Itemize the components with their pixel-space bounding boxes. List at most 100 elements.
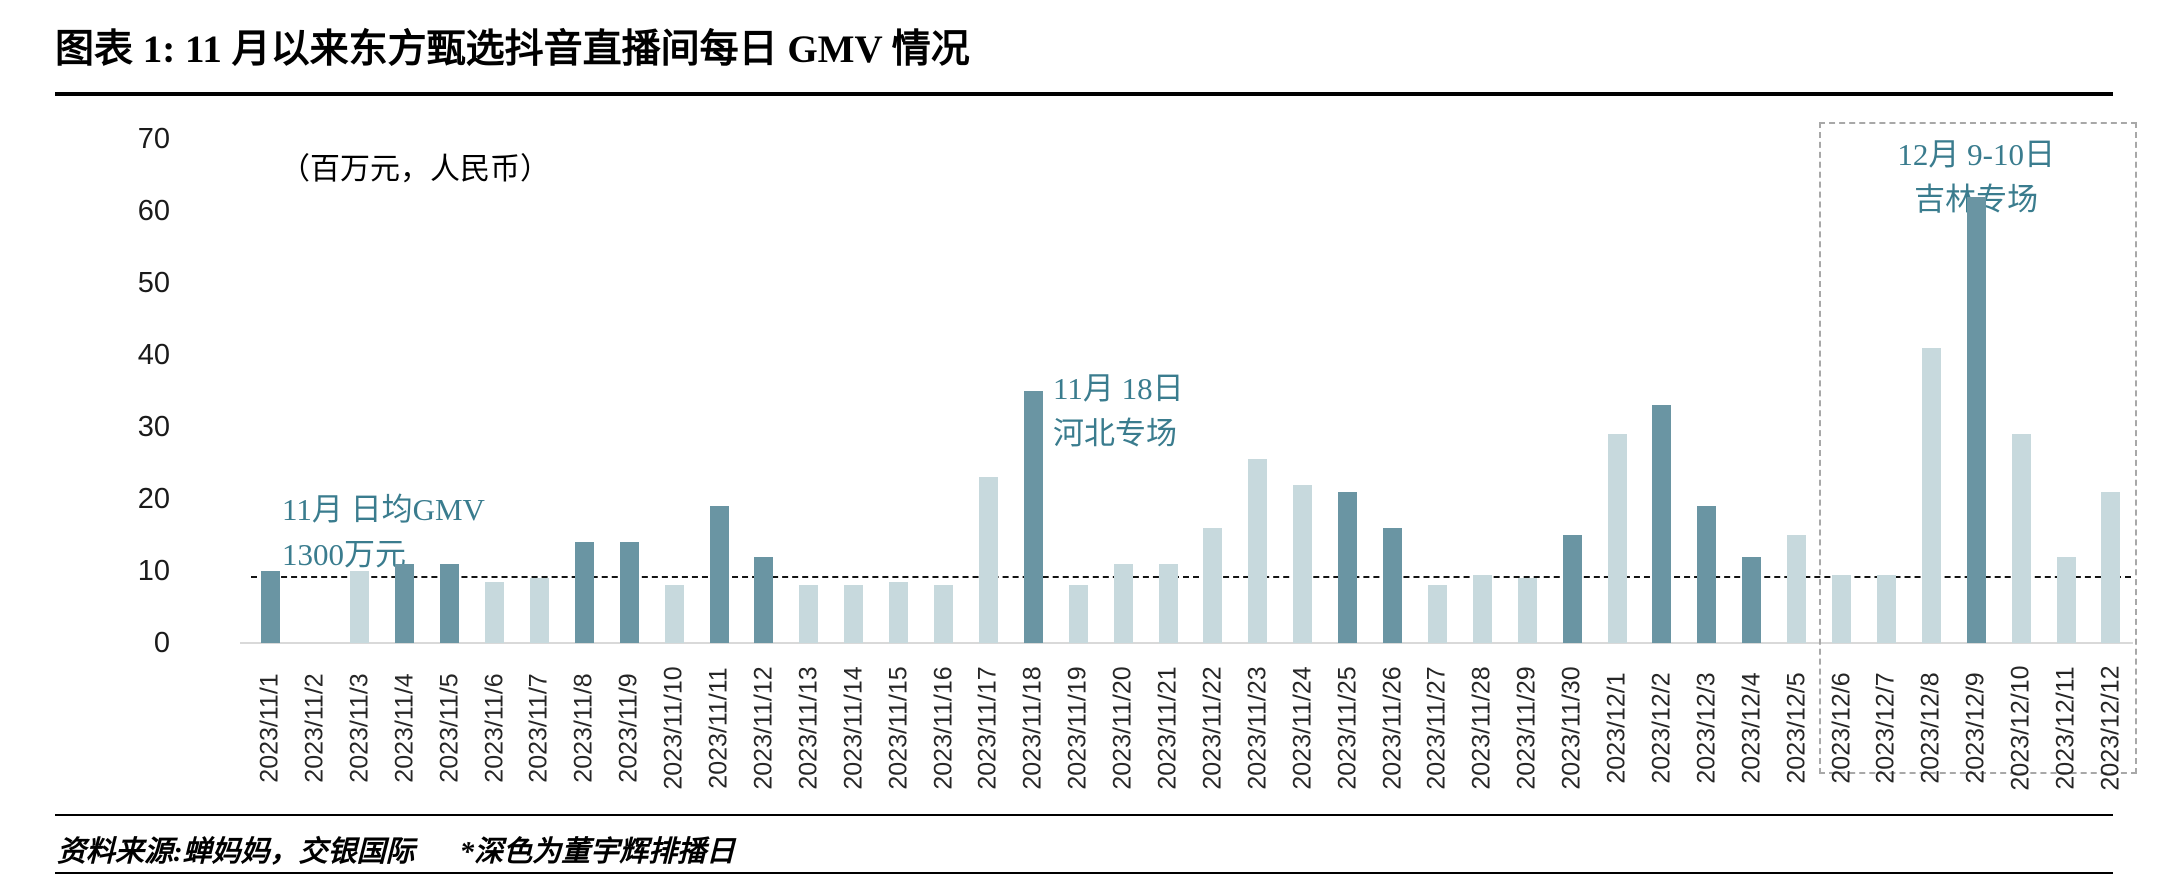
x-axis-label: 2023/12/2 — [1647, 672, 1676, 784]
y-axis-tick: 10 — [137, 555, 170, 587]
annotation-line: 11月 18日 — [1053, 371, 1184, 406]
x-axis-baseline — [240, 642, 2133, 644]
gmv-bar-2023/11/18 — [1023, 391, 1043, 643]
x-axis-label: 2023/11/19 — [1063, 666, 1092, 790]
gmv-bar-2023/11/15 — [889, 581, 909, 643]
gmv-bar-2023/12/9 — [1966, 196, 1986, 643]
dark-bar-note: *深色为董宇辉排播日 — [459, 836, 736, 868]
gmv-bar-2023/11/3 — [350, 571, 370, 643]
source-text: 资料来源:蝉妈妈，交银国际 — [57, 836, 415, 868]
gmv-bar-2023/11/16 — [934, 585, 953, 643]
gmv-bar-2023/11/24 — [1293, 484, 1313, 643]
gmv-bar-2023/11/6 — [485, 581, 504, 643]
gmv-bar-2023/11/14 — [844, 585, 864, 643]
gmv-bar-2023/11/10 — [664, 585, 684, 643]
gmv-bar-2023/11/4 — [395, 563, 415, 643]
gmv-bar-2023/11/5 — [440, 563, 460, 643]
gmv-bar-2023/11/8 — [574, 542, 594, 643]
x-axis-label: 2023/11/24 — [1288, 666, 1317, 790]
gmv-bar-2023/11/21 — [1158, 563, 1178, 643]
x-axis-label: 2023/11/13 — [794, 666, 823, 790]
x-axis-label: 2023/11/16 — [929, 666, 957, 790]
x-axis-label: 2023/11/28 — [1467, 666, 1496, 790]
x-axis-label: 2023/12/4 — [1737, 672, 1766, 784]
gmv-bar-2023/11/11 — [709, 506, 729, 643]
y-axis-tick: 40 — [137, 339, 170, 371]
y-axis-tick: 50 — [137, 267, 170, 299]
gmv-bar-2023/11/9 — [619, 542, 639, 643]
annotation-line: 1300万元 — [282, 537, 406, 572]
x-axis-label: 2023/11/12 — [749, 666, 778, 790]
x-axis-label: 2023/11/20 — [1108, 666, 1137, 790]
x-axis-label: 2023/11/1 — [255, 673, 284, 783]
x-axis-label: 2023/12/8 — [1916, 672, 1945, 784]
x-axis-label: 2023/12/3 — [1692, 672, 1721, 784]
gmv-bar-2023/12/7 — [1876, 574, 1896, 643]
annotation-line: 12月 9-10日 — [1897, 137, 2055, 172]
x-axis-label: 2023/12/7 — [1871, 672, 1900, 784]
y-axis-tick: 70 — [137, 123, 170, 155]
y-axis-tick: 0 — [153, 627, 170, 659]
gmv-bar-2023/11/1 — [260, 571, 280, 643]
x-axis-label: 2023/11/10 — [659, 666, 688, 790]
gmv-bar-2023/11/25 — [1338, 491, 1358, 643]
x-axis-label: 2023/11/14 — [839, 666, 868, 790]
x-axis-label: 2023/11/8 — [569, 673, 598, 783]
gmv-bar-2023/11/22 — [1203, 527, 1223, 643]
x-axis-label: 2023/11/2 — [300, 673, 329, 783]
x-axis-label: 2023/12/9 — [1961, 672, 1990, 784]
gmv-bar-2023/12/6 — [1832, 574, 1851, 643]
x-axis-label: 2023/12/1 — [1602, 672, 1631, 784]
gmv-bar-2023/12/1 — [1607, 434, 1627, 643]
x-axis-label: 2023/11/3 — [345, 673, 374, 783]
average-gmv-dashed-line — [251, 576, 2131, 579]
gmv-bar-2023/12/3 — [1697, 506, 1717, 643]
x-axis-label: 2023/12/11 — [2051, 666, 2080, 790]
gmv-bar-2023/11/17 — [978, 477, 998, 643]
x-axis-label: 2023/12/5 — [1782, 672, 1811, 784]
gmv-bar-2023/12/2 — [1652, 405, 1672, 643]
annotation-line: 11月 日均GMV — [282, 492, 485, 527]
gmv-bar-2023/11/27 — [1427, 585, 1447, 643]
x-axis-label: 2023/11/7 — [524, 673, 553, 783]
x-axis-label: 2023/11/27 — [1422, 666, 1451, 790]
gmv-bar-2023/11/26 — [1383, 527, 1402, 643]
x-axis-label: 2023/11/25 — [1333, 666, 1362, 790]
annotation-hebei-special: 11月 18日 河北专场 — [1053, 366, 1184, 456]
x-axis-label: 2023/12/6 — [1827, 672, 1855, 784]
x-axis-label: 2023/11/9 — [614, 673, 643, 783]
x-axis-label: 2023/12/10 — [2006, 665, 2035, 791]
gmv-bar-2023/12/5 — [1787, 535, 1807, 643]
annotation-line: 河北专场 — [1053, 416, 1177, 451]
x-axis-label: 2023/11/26 — [1378, 666, 1406, 790]
gmv-bar-2023/12/10 — [2011, 434, 2031, 643]
x-axis-label: 2023/12/12 — [2096, 665, 2125, 791]
x-axis-label: 2023/11/15 — [884, 666, 913, 790]
x-axis-label: 2023/11/11 — [704, 667, 733, 789]
gmv-bar-2023/11/28 — [1472, 574, 1492, 643]
y-axis-tick: 30 — [137, 411, 170, 443]
bottom-divider — [55, 872, 2113, 874]
x-axis-label: 2023/11/21 — [1153, 666, 1182, 790]
jilin-special-highlight-box — [1819, 122, 2138, 774]
x-axis-label: 2023/11/18 — [1018, 666, 1047, 790]
gmv-bar-2023/11/12 — [754, 556, 774, 643]
chart-title: 图表 1: 11 月以来东方甄选抖音直播间每日 GMV 情况 — [55, 28, 970, 71]
x-axis-label: 2023/11/17 — [973, 666, 1002, 790]
x-axis-label: 2023/11/5 — [435, 673, 464, 783]
gmv-bar-2023/11/30 — [1562, 535, 1582, 643]
gmv-bar-2023/12/8 — [1921, 347, 1941, 643]
x-axis-label: 2023/11/29 — [1512, 666, 1541, 790]
gmv-bar-2023/12/4 — [1742, 556, 1762, 643]
y-axis-unit-label: （百万元，人民币） — [280, 153, 550, 186]
footer-divider — [55, 814, 2113, 816]
x-axis-label: 2023/11/22 — [1198, 666, 1227, 790]
gmv-bar-2023/11/23 — [1248, 459, 1268, 643]
annotation-november-average-gmv: 11月 日均GMV 1300万元 — [282, 487, 485, 577]
gmv-bar-2023/11/20 — [1113, 563, 1133, 643]
x-axis-label: 2023/11/23 — [1243, 666, 1272, 790]
x-axis-label: 2023/11/6 — [480, 673, 508, 783]
gmv-bar-2023/11/19 — [1068, 585, 1088, 643]
gmv-bar-2023/12/12 — [2101, 491, 2121, 643]
